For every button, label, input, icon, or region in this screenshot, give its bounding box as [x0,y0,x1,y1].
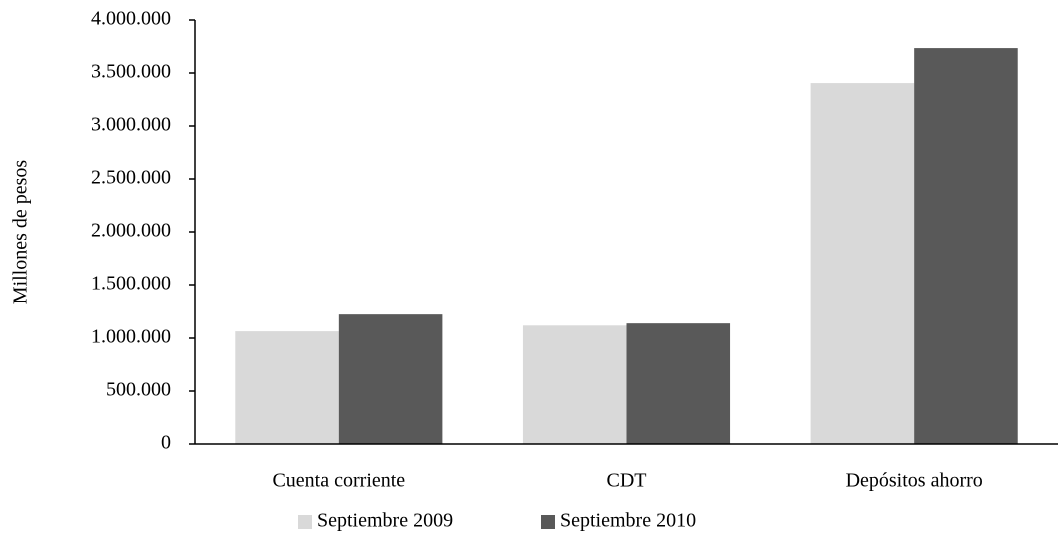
bar [338,314,443,444]
y-tick-label: 3.000.000 [91,114,171,136]
y-tick-label: 3.500.000 [91,61,171,83]
y-axis-label: Millones de pesos [10,160,32,305]
legend-swatch [541,515,555,529]
y-tick-label: 1.500.000 [91,273,171,295]
legend-swatch [298,515,312,529]
bar [626,323,731,444]
x-tick-label: Depósitos ahorro [846,470,983,492]
x-tick-label: CDT [607,470,647,492]
y-tick-label: 2.500.000 [91,167,171,189]
bar [810,83,915,444]
bar [235,331,339,444]
legend-label: Septiembre 2010 [560,510,696,532]
legend-label: Septiembre 2009 [317,510,453,532]
bar [914,48,1018,445]
y-tick-label: 2.000.000 [91,220,171,242]
y-tick-label: 0 [161,432,171,454]
y-tick-label: 4.000.000 [91,8,171,30]
y-tick-label: 1.000.000 [91,326,171,348]
bar [522,325,627,444]
x-tick-label: Cuenta corriente [272,470,405,492]
y-tick-label: 500.000 [106,379,171,401]
